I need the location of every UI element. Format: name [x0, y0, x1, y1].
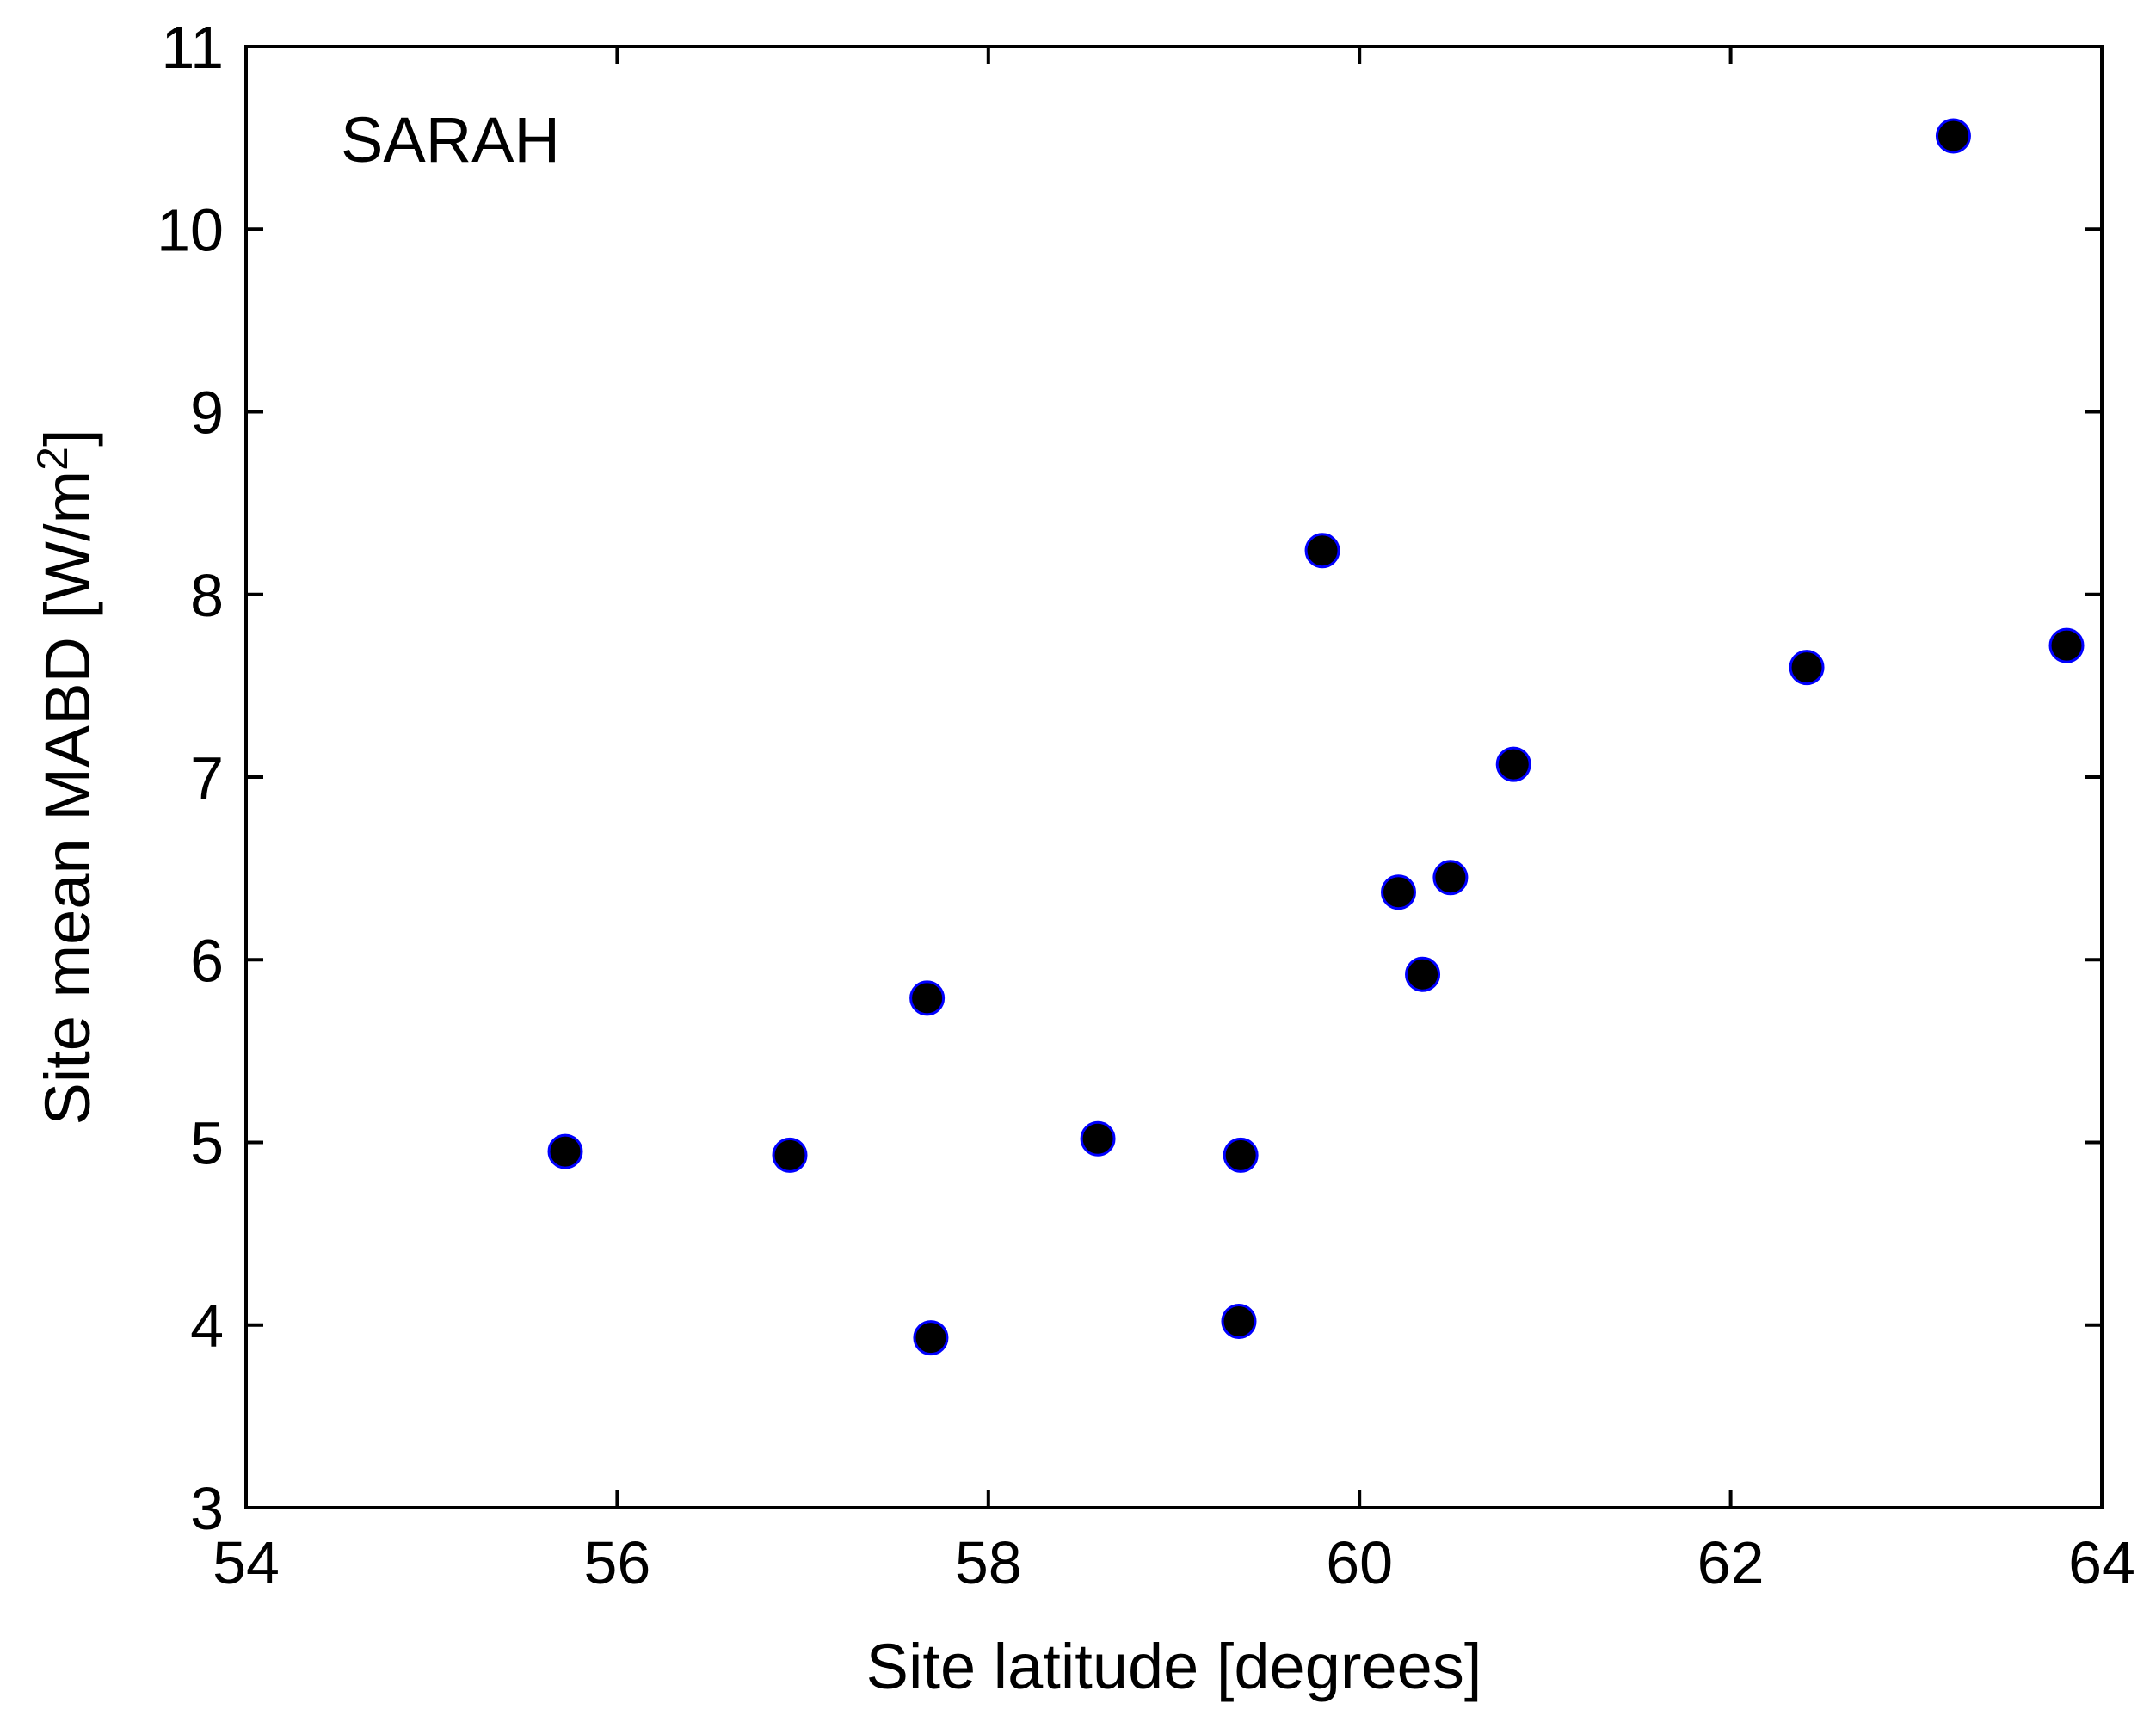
y-tick-label: 5	[190, 1110, 224, 1177]
y-axis-label-text: Site mean MABD [W/m	[32, 471, 103, 1126]
data-point	[1789, 650, 1825, 686]
data-point	[913, 1320, 949, 1356]
x-tick-label: 54	[213, 1529, 280, 1596]
data-point	[547, 1133, 583, 1169]
y-tick-label: 11	[161, 14, 224, 81]
y-tick-label: 4	[190, 1293, 224, 1360]
x-tick-label: 58	[955, 1529, 1022, 1596]
x-tick-label: 56	[583, 1529, 650, 1596]
data-points	[547, 118, 2085, 1356]
data-point	[1495, 746, 1531, 782]
x-tick-label: 60	[1326, 1529, 1393, 1596]
y-tick-labels: 3 4 5 6 7 8 9 10 11	[157, 14, 224, 1542]
data-point	[772, 1137, 808, 1173]
panel-annotation: SARAH	[341, 104, 560, 176]
data-point	[1304, 533, 1340, 569]
data-point	[1080, 1120, 1116, 1157]
x-tick-label: 62	[1697, 1529, 1765, 1596]
y-tick-label: 9	[190, 380, 224, 447]
data-point	[1405, 956, 1441, 992]
y-axis-label-suffix: ]	[32, 429, 103, 447]
y-tick-label: 10	[157, 196, 224, 263]
data-point	[1935, 118, 1971, 154]
x-tick-label: 64	[2068, 1529, 2135, 1596]
y-tick-label: 8	[190, 562, 224, 629]
plot-frame	[244, 45, 2104, 1509]
x-axis-label: Site latitude [degrees]	[866, 1631, 1482, 1702]
data-point	[1380, 874, 1416, 910]
data-point	[2048, 627, 2085, 663]
data-point	[1432, 860, 1469, 896]
y-axis-label-superscript: 2	[28, 447, 77, 471]
y-tick-label: 7	[190, 744, 224, 812]
data-point	[1223, 1137, 1259, 1173]
y-tick-label: 3	[190, 1475, 224, 1542]
data-point	[909, 980, 946, 1016]
y-axis-label: Site mean MABD [W/m2]	[28, 429, 103, 1125]
x-tick-labels: 54 56 58 60 62 64	[213, 1529, 2135, 1596]
y-tick-label: 6	[190, 927, 224, 994]
data-point	[1221, 1304, 1257, 1340]
axis-ticks	[244, 45, 2104, 1509]
